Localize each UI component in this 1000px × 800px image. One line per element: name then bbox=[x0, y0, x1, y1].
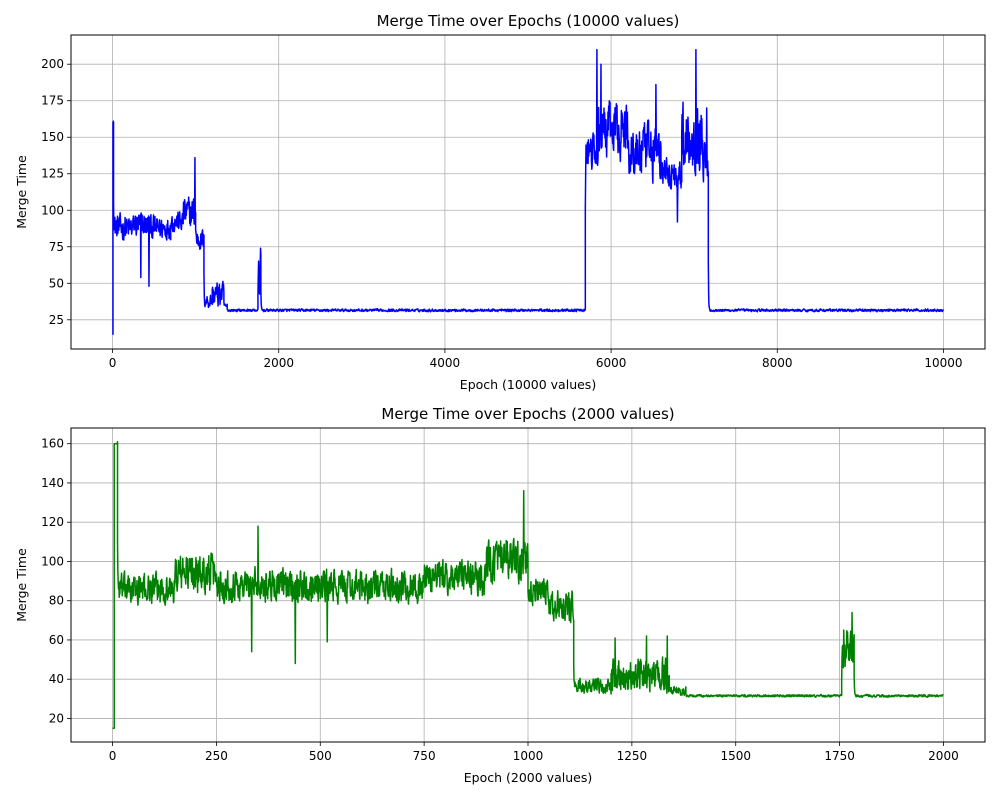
x-tick-label: 1750 bbox=[824, 749, 855, 763]
x-tick-label: 0 bbox=[109, 749, 117, 763]
y-tick-label: 75 bbox=[49, 240, 64, 254]
y-tick-label: 100 bbox=[41, 554, 64, 568]
x-tick-label: 6000 bbox=[596, 356, 627, 370]
x-tick-label: 4000 bbox=[430, 356, 461, 370]
y-tick-label: 100 bbox=[41, 203, 64, 217]
x-tick-label: 1250 bbox=[617, 749, 648, 763]
y-tick-label: 125 bbox=[41, 167, 64, 181]
y-tick-label: 25 bbox=[49, 313, 64, 327]
y-axis-label: Merge Time bbox=[14, 155, 29, 229]
chart-title: Merge Time over Epochs (2000 values) bbox=[381, 405, 674, 423]
x-axis-label: Epoch (10000 values) bbox=[460, 377, 596, 392]
y-tick-label: 150 bbox=[41, 130, 64, 144]
x-tick-label: 0 bbox=[109, 356, 117, 370]
series-layer bbox=[112, 440, 944, 730]
tick-layer: 0 250 500 750 1000 1250 1500 1750 2000 20 40 60 80 10… bbox=[41, 437, 959, 763]
x-tick-label: 8000 bbox=[762, 356, 793, 370]
series-line bbox=[112, 48, 945, 336]
x-tick-label: 2000 bbox=[928, 749, 959, 763]
y-tick-label: 200 bbox=[41, 57, 64, 71]
x-tick-label: 500 bbox=[309, 749, 332, 763]
y-tick-label: 140 bbox=[41, 476, 64, 490]
series-line bbox=[112, 440, 944, 730]
y-tick-label: 160 bbox=[41, 437, 64, 451]
x-tick-label: 250 bbox=[205, 749, 228, 763]
x-axis-label: Epoch (2000 values) bbox=[464, 770, 592, 785]
x-tick-label: 750 bbox=[413, 749, 436, 763]
y-tick-label: 20 bbox=[49, 711, 64, 725]
y-tick-label: 175 bbox=[41, 94, 64, 108]
x-tick-label: 2000 bbox=[263, 356, 294, 370]
chart-10000-values: Merge Time over Epochs (10000 values) 0 2… bbox=[14, 12, 986, 392]
y-tick-label: 50 bbox=[49, 276, 64, 290]
y-tick-label: 40 bbox=[49, 672, 64, 686]
x-tick-label: 1500 bbox=[720, 749, 751, 763]
plot-frame bbox=[70, 34, 986, 350]
chart-2000-values: Merge Time over Epochs (2000 values) 0 25… bbox=[14, 405, 986, 785]
grid-layer bbox=[71, 35, 985, 349]
x-tick-label: 10000 bbox=[924, 356, 962, 370]
y-tick-label: 120 bbox=[41, 515, 64, 529]
chart-title: Merge Time over Epochs (10000 values) bbox=[377, 12, 680, 30]
y-tick-label: 60 bbox=[49, 633, 64, 647]
series-layer bbox=[112, 48, 945, 336]
x-tick-label: 1000 bbox=[513, 749, 544, 763]
tick-layer: 0 2000 4000 6000 8000 10000 25 50 75 100 125 150 175… bbox=[41, 57, 962, 370]
y-axis-label: Merge Time bbox=[14, 548, 29, 622]
y-tick-label: 80 bbox=[49, 594, 64, 608]
